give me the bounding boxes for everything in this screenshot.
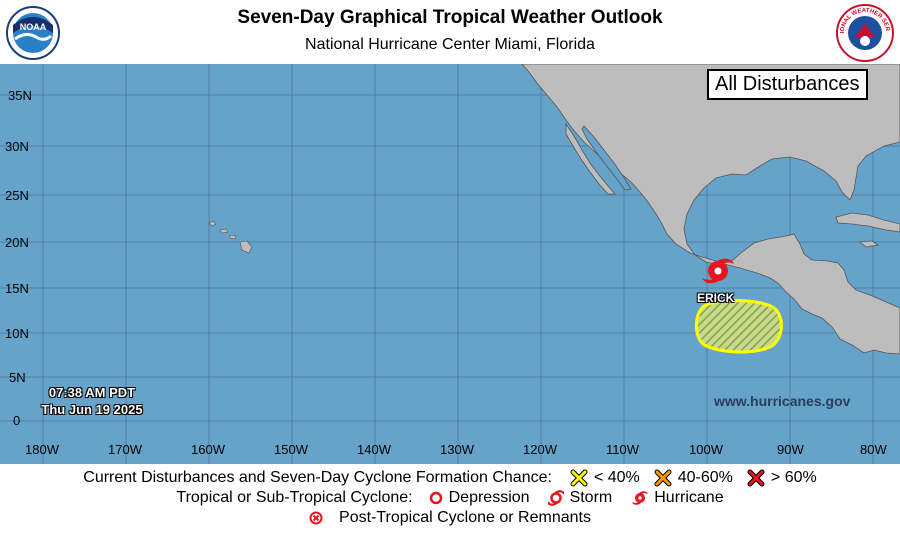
legend-row-cyclones: Tropical or Sub-Tropical Cyclone: Depres…: [0, 489, 900, 507]
legend-medium-chance: 40-60%: [654, 469, 733, 487]
page-subtitle: National Hurricane Center Miami, Florida: [305, 36, 595, 53]
noaa-logo: NOAA: [6, 6, 60, 60]
legend-storm: Storm: [547, 489, 613, 507]
depression-icon: [429, 491, 442, 505]
lon-label-160w: 160W: [191, 442, 225, 457]
timestamp-time: 07:38 AM PDT: [48, 385, 136, 400]
storm-icon: [547, 490, 564, 506]
legend-row-post-tropical: Post-Tropical Cyclone or Remnants: [0, 509, 900, 527]
legend-post-tropical: Post-Tropical Cyclone or Remnants: [309, 509, 591, 527]
legend-low-chance: < 40%: [570, 469, 640, 487]
legend-post-tropical-label: Post-Tropical Cyclone or Remnants: [339, 509, 591, 526]
all-disturbances-label: All Disturbances: [707, 69, 868, 100]
legend-low-label: < 40%: [593, 469, 640, 486]
lat-label-15n: 15N: [5, 281, 29, 296]
gulf-of-california: [581, 125, 632, 191]
legend-cyclone-label: Tropical or Sub-Tropical Cyclone:: [176, 489, 413, 506]
legend-depression: Depression: [429, 489, 530, 507]
legend-hurricane: Hurricane: [632, 489, 724, 507]
noaa-logo-text: NOAA: [20, 22, 47, 32]
legend-hurricane-label: Hurricane: [654, 489, 724, 506]
lat-label-25n: 25N: [5, 188, 29, 203]
lat-label-5n: 5N: [9, 370, 26, 385]
hawaiian-islands: [208, 220, 253, 254]
disturbance-area-low[interactable]: [694, 299, 783, 354]
lat-label-20n: 20N: [5, 235, 29, 250]
landmass-north-america: [521, 64, 900, 355]
nws-logo: NATIONAL WEATHER SERVICE: [834, 0, 894, 62]
hurricane-icon[interactable]: [702, 258, 734, 284]
x-medium-icon: [654, 469, 672, 487]
legend: Current Disturbances and Seven-Day Cyclo…: [0, 464, 900, 533]
website-label: www.hurricanes.gov: [714, 393, 851, 409]
lon-label-180w: 180W: [25, 442, 59, 457]
x-high-icon: [747, 469, 765, 487]
legend-disturbances-label: Current Disturbances and Seven-Day Cyclo…: [83, 469, 552, 486]
lon-label-110w: 110W: [606, 442, 639, 457]
lon-label-80w: 80W: [860, 442, 887, 457]
outlook-map: 35N 30N 25N 20N 15N 10N 5N 0 180W 170W 1…: [0, 64, 900, 464]
page-title: Seven-Day Graphical Tropical Weather Out…: [237, 7, 663, 28]
lon-label-140w: 140W: [357, 442, 391, 457]
legend-high-chance: > 60%: [747, 469, 817, 487]
lon-label-130w: 130W: [440, 442, 474, 457]
timestamp-date: Thu Jun 19 2025: [41, 402, 143, 417]
legend-depression-label: Depression: [448, 489, 530, 506]
lon-label-170w: 170W: [108, 442, 142, 457]
lat-label-10n: 10N: [5, 326, 29, 341]
lon-label-120w: 120W: [523, 442, 557, 457]
lon-label-150w: 150W: [274, 442, 308, 457]
timestamp: 07:38 AM PDT Thu Jun 19 2025: [30, 384, 154, 418]
lon-label-100w: 100W: [689, 442, 723, 457]
lat-label-0: 0: [13, 413, 21, 428]
header: NOAA Seven-Day Graphical Tropical Weathe…: [0, 0, 900, 64]
legend-storm-label: Storm: [569, 489, 613, 506]
post-tropical-icon: [309, 511, 323, 525]
legend-high-label: > 60%: [770, 469, 817, 486]
lat-label-30n: 30N: [5, 139, 29, 154]
legend-medium-label: 40-60%: [677, 469, 733, 486]
x-low-icon: [570, 469, 588, 487]
lat-label-35n: 35N: [8, 88, 32, 103]
legend-row-disturbances: Current Disturbances and Seven-Day Cyclo…: [0, 469, 900, 487]
hurricane-legend-icon: [632, 491, 649, 505]
landmass-jamaica: [858, 240, 880, 248]
baja-california: [565, 122, 616, 195]
landmass-cuba: [835, 212, 900, 233]
lon-label-90w: 90W: [777, 442, 804, 457]
storm-name-label: ERICK: [697, 291, 735, 305]
